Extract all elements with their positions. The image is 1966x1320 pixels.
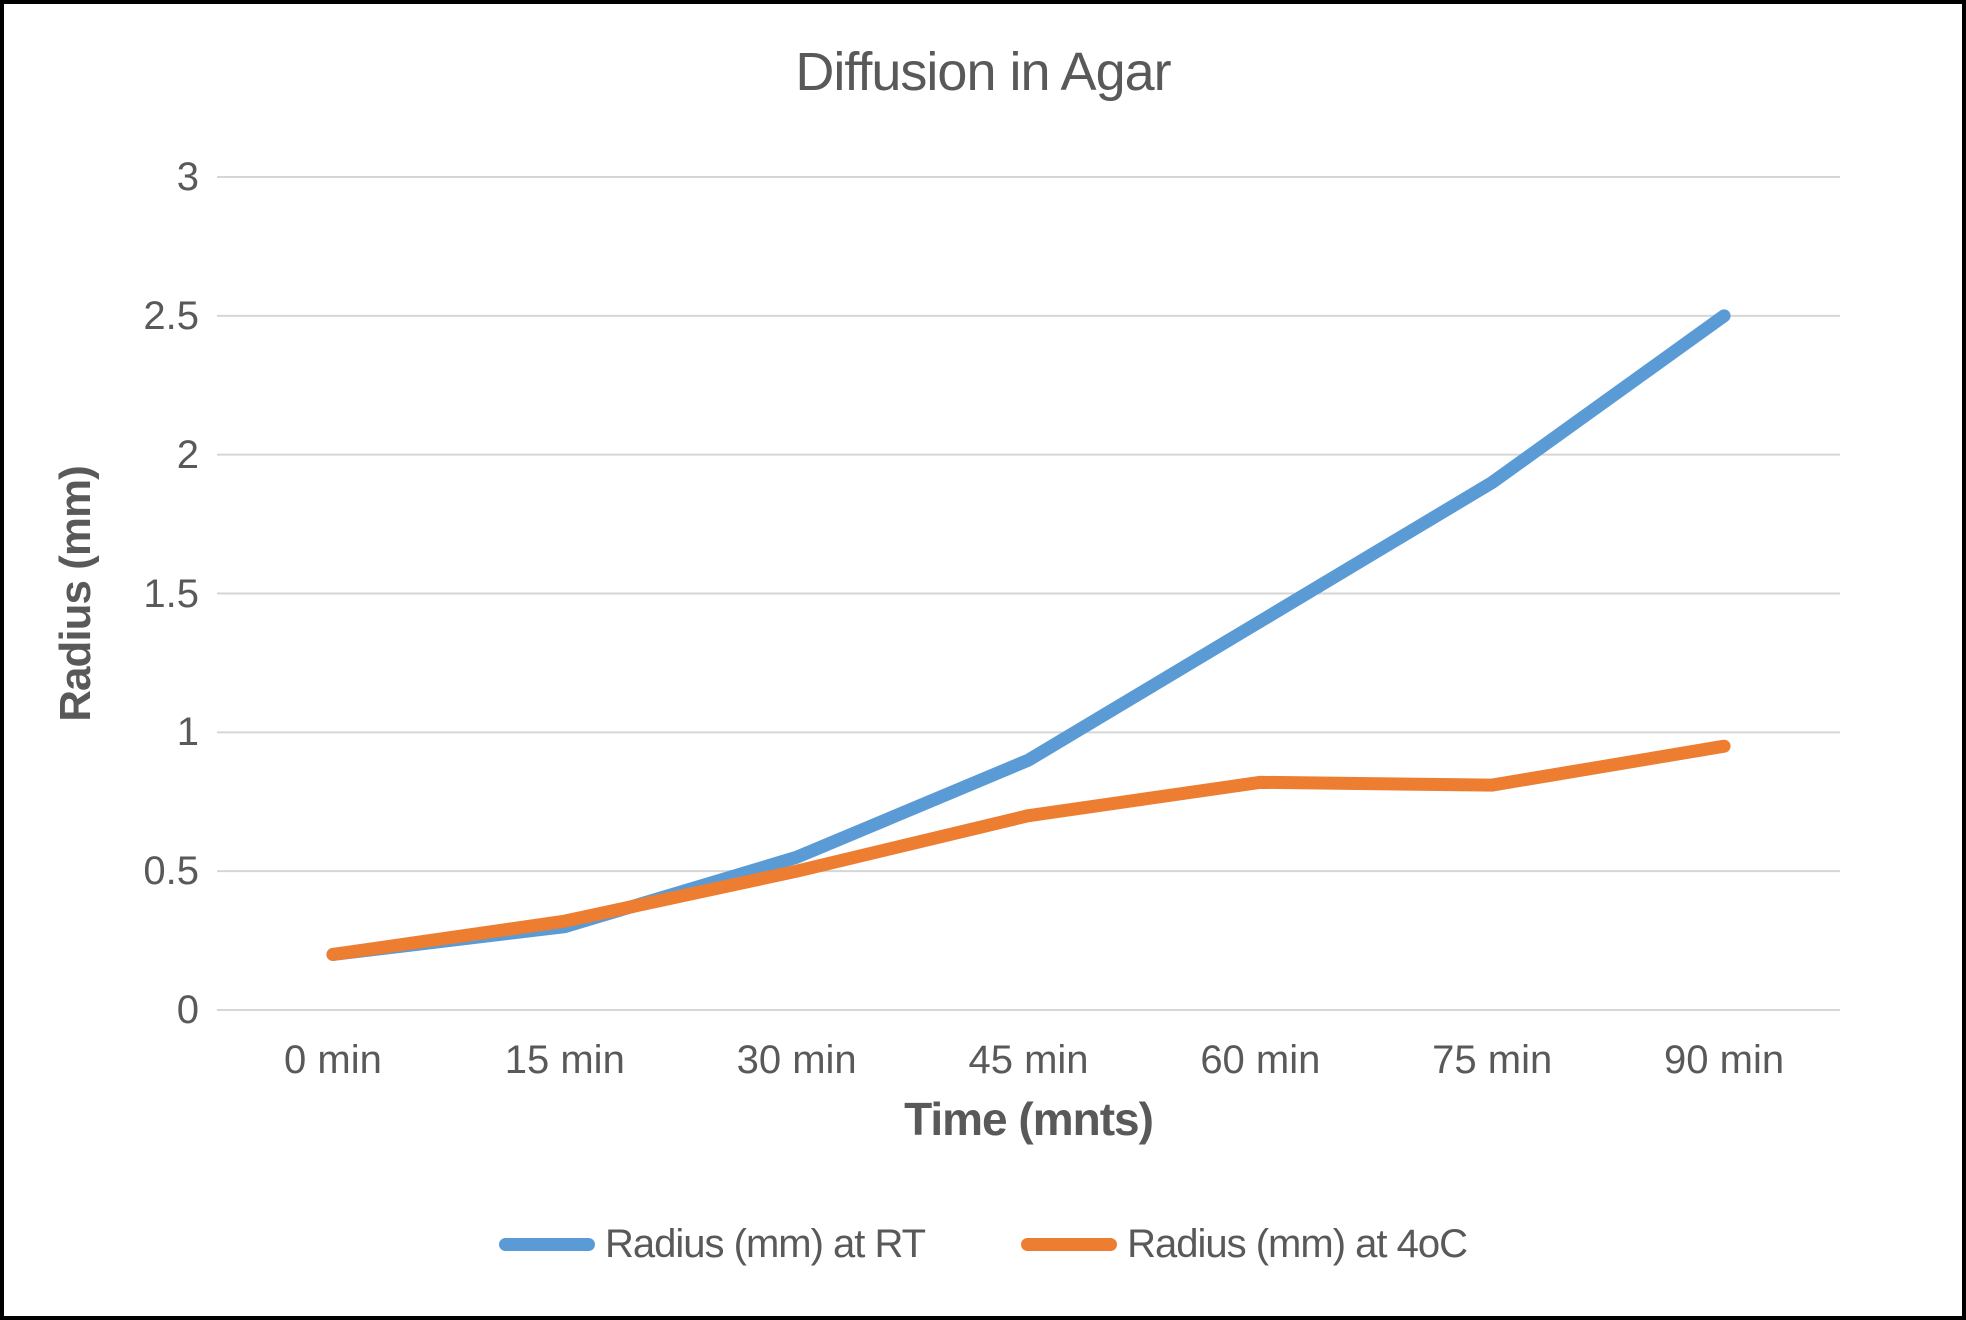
y-tick-label: 3 (176, 155, 199, 199)
x-tick-label: 30 min (736, 1038, 857, 1082)
y-tick-label: 2.5 (143, 293, 199, 338)
chart-legend: Radius (mm) at RT Radius (mm) at 4oC (4, 1222, 1962, 1267)
legend-swatch-icon (1021, 1238, 1118, 1251)
x-axis-title: Time (mnts) (904, 1093, 1154, 1145)
y-tick-label: 1.5 (143, 571, 199, 616)
series-line-1 (326, 739, 1731, 961)
chart-title: Diffusion in Agar (795, 42, 1171, 102)
x-tick-label: 45 min (968, 1038, 1089, 1082)
y-tick-label: 0 (176, 988, 199, 1032)
x-tick-label: 15 min (504, 1038, 625, 1082)
legend-label: Radius (mm) at RT (605, 1222, 926, 1266)
x-tick-label: 60 min (1200, 1038, 1321, 1082)
legend-label: Radius (mm) at 4oC (1127, 1222, 1468, 1266)
y-tick-label: 2 (176, 432, 199, 477)
y-tick-label: 1 (176, 710, 199, 755)
legend-item-0: Radius (mm) at RT (499, 1222, 926, 1267)
legend-swatch-icon (499, 1238, 596, 1251)
legend-item-1: Radius (mm) at 4oC (1021, 1222, 1468, 1267)
x-tick-label: 0 min (284, 1038, 382, 1082)
x-tick-label: 75 min (1432, 1038, 1553, 1082)
plot-area (217, 176, 1840, 1011)
series-line-0 (326, 309, 1731, 961)
x-tick-label: 90 min (1664, 1038, 1785, 1082)
y-tick-label: 0.5 (143, 849, 199, 894)
